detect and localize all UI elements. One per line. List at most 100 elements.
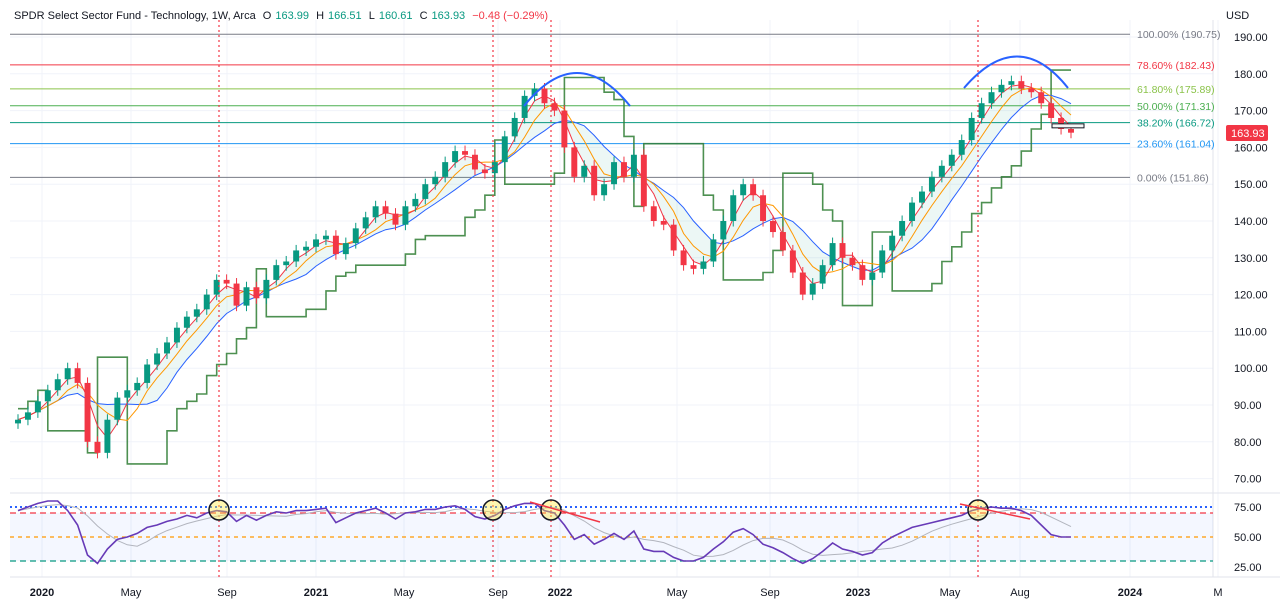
rsi-signal-circle-0: [208, 499, 230, 521]
candle-body-87: [879, 250, 886, 273]
ma-red-line: [17, 84, 1072, 439]
candle-50: [511, 112, 518, 142]
candle-body-19: [203, 294, 210, 310]
candle-body-58: [591, 165, 598, 196]
candle-78: [789, 244, 796, 279]
candle-body-10: [114, 397, 121, 420]
candle-body-30: [313, 239, 319, 247]
candle-90: [909, 197, 916, 227]
candle-body-39: [402, 206, 409, 225]
ma-cloud: [18, 84, 1071, 439]
candle-body-50: [511, 117, 518, 137]
candle-55: [561, 105, 568, 153]
candle-body-36: [372, 206, 379, 218]
candle-100: [1008, 75, 1015, 91]
candle-22: [233, 278, 240, 312]
candle-43: [442, 156, 449, 183]
candle-82: [829, 237, 836, 271]
time-tick-11: Aug: [1010, 587, 1030, 599]
candle-52: [531, 83, 538, 102]
open-value: 163.99: [275, 10, 309, 22]
candle-42: [432, 171, 439, 190]
candle-body-101: [1018, 81, 1025, 89]
candle-body-5: [64, 368, 71, 380]
candle-14: [154, 347, 161, 371]
candle-58: [591, 160, 598, 201]
candle-33: [342, 237, 349, 260]
candle-28: [293, 244, 300, 267]
price-tick-3: 160.00: [1234, 142, 1268, 154]
candle-body-28: [293, 250, 300, 262]
candle-body-102: [1028, 88, 1035, 93]
candle-48: [491, 156, 498, 179]
candle-body-55: [561, 110, 568, 148]
candle-body-92: [928, 176, 935, 192]
candle-32: [332, 230, 339, 260]
candle-body-24: [253, 287, 260, 299]
candle-23: [243, 281, 250, 312]
candle-body-26: [273, 265, 280, 280]
time-tick-1: May: [121, 587, 142, 599]
candle-71: [720, 215, 727, 245]
candle-67: [680, 244, 687, 271]
fib-level-label-6: 0.00% (151.86): [1137, 172, 1209, 184]
candle-20: [213, 274, 220, 301]
symbol-title: SPDR Select Sector Fund - Technology, 1W…: [14, 10, 256, 22]
candle-70: [710, 233, 717, 267]
candle-57: [581, 160, 588, 183]
price-tick-4: 150.00: [1234, 179, 1268, 191]
time-tick-13: M: [1213, 587, 1222, 599]
candle-body-73: [740, 184, 747, 196]
candle-25: [263, 274, 270, 304]
top-arc-1: [523, 72, 631, 107]
candle-75: [760, 189, 767, 227]
candle-body-106: [1068, 129, 1074, 133]
candle-7: [84, 377, 91, 448]
rsi-tick-0: 75.00: [1234, 502, 1262, 514]
candle-body-93: [938, 165, 945, 177]
last-price-tag: [1226, 124, 1268, 141]
candle-body-45: [462, 151, 469, 155]
candle-93: [938, 160, 945, 183]
candle-body-96: [968, 117, 975, 141]
candle-body-40: [412, 198, 419, 207]
price-box: [1051, 123, 1085, 129]
candle-39: [402, 200, 409, 231]
candle-94: [948, 149, 955, 172]
candle-body-103: [1038, 92, 1045, 104]
candle-61: [620, 156, 627, 183]
time-tick-6: 2022: [548, 587, 572, 599]
candle-body-27: [283, 261, 290, 266]
candle-36: [372, 200, 379, 223]
candle-body-44: [452, 151, 459, 163]
fib-level-label-0: 100.00% (190.75): [1137, 29, 1220, 41]
candle-59: [601, 178, 608, 201]
candle-51: [521, 90, 528, 124]
candle-body-80: [809, 283, 816, 295]
candle-body-70: [710, 239, 717, 262]
candle-66: [670, 219, 677, 256]
candle-body-42: [432, 176, 439, 185]
candle-body-17: [183, 316, 190, 328]
candle-56: [571, 141, 578, 183]
price-tick-8: 110.00: [1234, 326, 1267, 338]
rsi-tick-2: 25.00: [1234, 562, 1262, 574]
candle-body-81: [819, 265, 826, 284]
candle-27: [283, 255, 290, 271]
candle-body-60: [611, 162, 618, 185]
candle-2: [34, 395, 41, 418]
candle-body-8: [94, 441, 101, 453]
candle-body-14: [154, 353, 161, 365]
candle-77: [779, 226, 786, 256]
fib-level-label-4: 38.20% (166.72): [1137, 118, 1215, 130]
price-tick-6: 130.00: [1234, 253, 1268, 265]
ma-blue-line: [17, 94, 1072, 421]
candle-body-22: [233, 283, 240, 306]
candle-83: [839, 237, 846, 264]
price-tick-10: 90.00: [1234, 400, 1262, 412]
candle-10: [114, 392, 121, 426]
currency-label: USD: [1226, 10, 1250, 22]
candle-89: [899, 215, 906, 242]
rsi-line: [17, 500, 1071, 565]
